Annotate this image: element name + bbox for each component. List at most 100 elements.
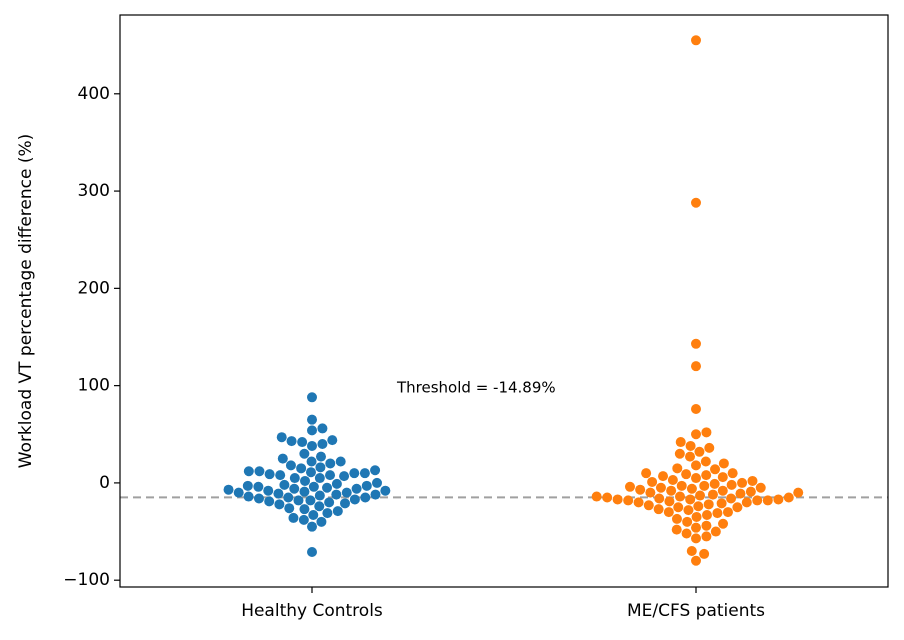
point: [663, 507, 674, 518]
point: [359, 468, 370, 479]
point: [641, 468, 652, 479]
point: [704, 442, 715, 453]
point: [716, 498, 727, 509]
point: [691, 361, 701, 372]
point: [671, 513, 682, 524]
point: [277, 453, 288, 464]
point: [691, 429, 701, 440]
point: [307, 546, 317, 557]
point: [700, 456, 711, 467]
y-tick-label: 400: [78, 84, 110, 104]
point: [701, 470, 712, 481]
point: [694, 446, 705, 457]
point: [305, 467, 316, 478]
point: [306, 456, 317, 467]
point: [671, 524, 682, 535]
point: [699, 480, 710, 491]
point: [380, 485, 391, 496]
point: [308, 481, 319, 492]
point: [727, 468, 738, 479]
point: [701, 427, 712, 438]
point: [289, 473, 300, 484]
point: [602, 492, 613, 503]
point: [691, 197, 701, 208]
point: [672, 463, 683, 474]
point: [317, 423, 328, 434]
point: [783, 492, 794, 503]
point: [675, 437, 686, 448]
point: [370, 489, 381, 500]
y-axis-label: Workload VT percentage difference (%): [16, 134, 36, 469]
point: [658, 471, 669, 482]
point: [325, 470, 336, 481]
y-tick-label: 0: [99, 473, 110, 493]
point: [341, 487, 352, 498]
point: [307, 392, 317, 403]
point: [691, 338, 701, 349]
point: [685, 440, 696, 451]
y-tick-label: 100: [78, 376, 110, 396]
point: [233, 487, 244, 498]
point: [703, 499, 714, 510]
point: [279, 479, 290, 490]
point: [691, 403, 701, 414]
point: [691, 460, 701, 471]
point: [693, 501, 704, 512]
point: [276, 432, 287, 443]
point: [307, 521, 317, 532]
point: [286, 436, 297, 447]
point: [314, 501, 325, 512]
point: [710, 526, 721, 537]
point: [666, 485, 677, 496]
point: [307, 414, 317, 425]
point: [591, 491, 602, 502]
point: [682, 516, 693, 527]
point: [645, 487, 656, 498]
point: [793, 487, 804, 498]
point: [315, 462, 326, 473]
point: [308, 510, 319, 521]
point: [673, 502, 684, 513]
point: [635, 484, 646, 495]
point: [314, 473, 325, 484]
point: [293, 495, 304, 506]
point: [331, 478, 342, 489]
point: [691, 533, 701, 544]
point: [307, 425, 317, 436]
point: [755, 482, 766, 493]
point: [300, 475, 311, 486]
point: [332, 506, 343, 517]
point: [289, 483, 300, 494]
point: [305, 495, 316, 506]
plot-frame: [119, 14, 889, 588]
point: [223, 484, 234, 495]
threshold-label: Threshold = -14.89%: [396, 379, 556, 397]
point: [325, 458, 336, 469]
point: [370, 465, 381, 476]
point: [691, 473, 701, 484]
point: [732, 502, 743, 513]
point: [299, 448, 310, 459]
point: [691, 35, 701, 46]
point: [623, 495, 634, 506]
point: [322, 508, 333, 519]
point: [726, 479, 737, 490]
point: [762, 495, 773, 506]
y-tick-label: 300: [78, 181, 110, 201]
point: [647, 476, 658, 487]
point: [710, 464, 721, 475]
point: [752, 495, 763, 506]
point: [633, 497, 644, 508]
point: [712, 508, 723, 519]
point: [288, 512, 299, 523]
point: [718, 458, 729, 469]
point: [709, 478, 720, 489]
point: [263, 485, 274, 496]
point: [726, 493, 737, 504]
point: [612, 494, 623, 505]
point: [683, 505, 694, 516]
point: [284, 503, 295, 514]
point: [686, 483, 697, 494]
point: [285, 460, 296, 471]
